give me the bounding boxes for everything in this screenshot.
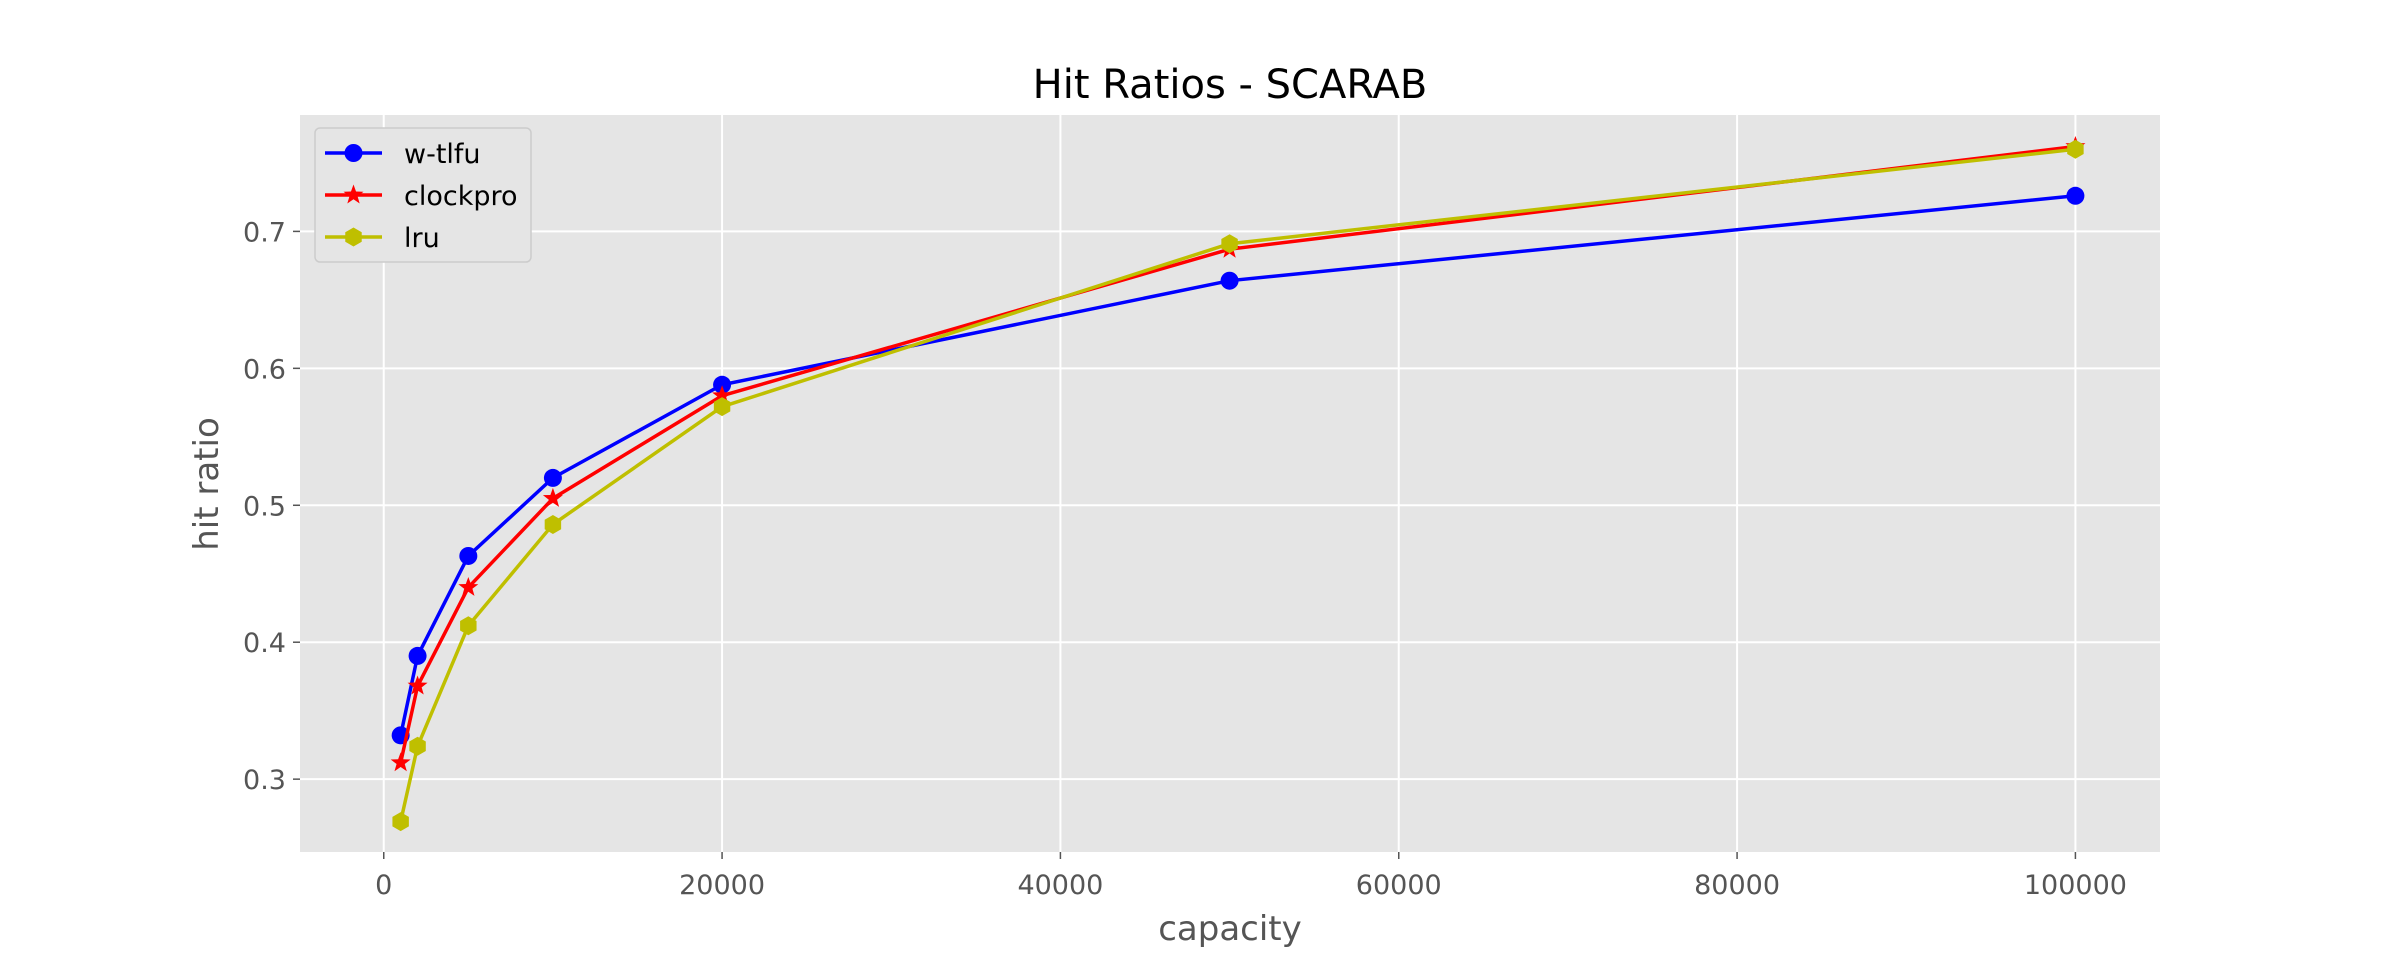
legend-item: clockpro: [325, 181, 518, 212]
data-point: [543, 468, 562, 487]
legend: w-tlfu clockpro lru: [314, 127, 532, 263]
x-tick-label: 100000: [2024, 870, 2127, 901]
data-point: [458, 576, 479, 596]
data-point: [390, 752, 411, 772]
data-point: [2066, 186, 2085, 205]
legend-item: lru: [325, 223, 440, 254]
x-tick-label: 20000: [679, 870, 765, 901]
legend-label: clockpro: [404, 181, 518, 212]
data-point: [2067, 139, 2084, 159]
data-point: [459, 546, 478, 565]
x-tick-label: 80000: [1694, 870, 1780, 901]
data-point: [407, 675, 428, 695]
x-tick-label: 0: [375, 870, 392, 901]
legend-label: w-tlfu: [404, 139, 481, 170]
y-tick-label: 0.7: [243, 217, 286, 248]
data-point: [1220, 271, 1239, 290]
data-point: [713, 397, 731, 417]
y-axis-ticks: 0.3 0.4 0.5 0.6 0.7: [243, 217, 300, 796]
y-tick-label: 0.4: [243, 628, 286, 659]
legend-marker: [343, 184, 364, 204]
legend-marker: [345, 227, 362, 247]
data-point: [712, 385, 733, 405]
data-point: [460, 616, 477, 636]
x-tick-label: 40000: [1017, 870, 1103, 901]
legend-item: w-tlfu: [325, 139, 481, 170]
x-axis-label: capacity: [1158, 909, 1302, 949]
grid-lines: [300, 115, 2160, 852]
y-tick-label: 0.5: [243, 491, 286, 522]
data-point: [392, 812, 409, 832]
data-point: [409, 736, 426, 756]
y-tick-label: 0.3: [243, 765, 286, 796]
legend-label: lru: [404, 223, 440, 254]
x-tick-label: 60000: [1356, 870, 1442, 901]
x-axis-ticks: 0 20000 40000 60000 80000 100000: [375, 852, 2127, 901]
data-point: [1221, 234, 1238, 254]
data-point: [408, 646, 427, 665]
y-axis-label: hit ratio: [187, 417, 227, 551]
data-point: [544, 514, 562, 534]
data-point: [713, 375, 732, 394]
series-lru: [392, 139, 2084, 832]
chart-title: Hit Ratios - SCARAB: [1033, 62, 1428, 108]
legend-box: [314, 127, 532, 263]
y-tick-label: 0.6: [243, 354, 286, 385]
data-point: [542, 487, 563, 507]
series-layer: [390, 136, 2086, 832]
legend-marker: [344, 144, 363, 162]
